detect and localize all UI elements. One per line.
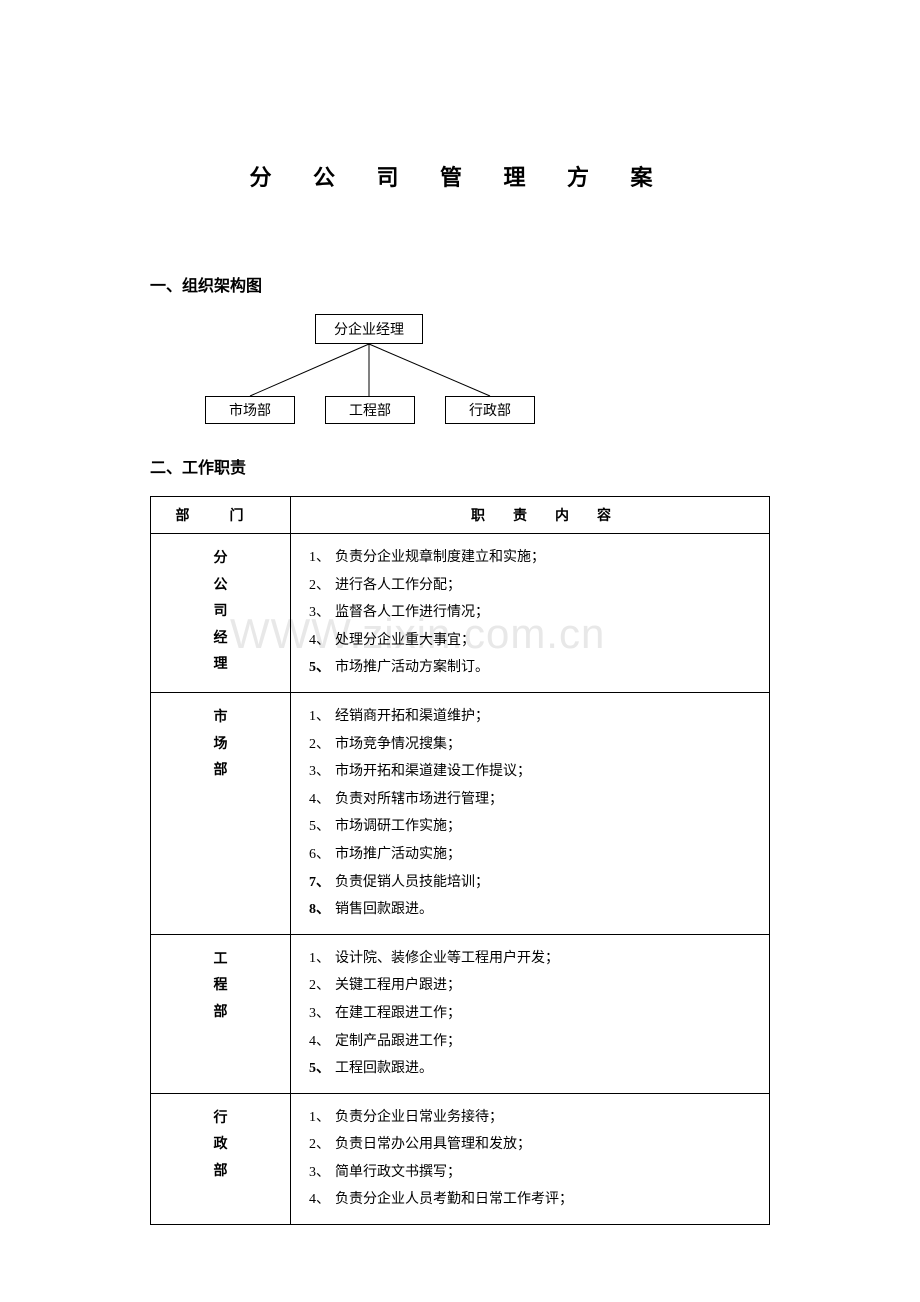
item-number: 1、 <box>309 1108 335 1128</box>
dept-char: 工 <box>214 947 228 974</box>
item-text: 经销商开拓和渠道维护； <box>335 709 489 724</box>
list-item: 2、市场竞争情况搜集； <box>297 731 763 759</box>
item-number: 4、 <box>309 1032 335 1052</box>
item-number: 5、 <box>309 658 335 678</box>
list-item: 5、市场推广活动方案制订。 <box>297 654 763 682</box>
item-number: 2、 <box>309 976 335 996</box>
item-text: 负责分企业日常业务接待； <box>335 1110 503 1125</box>
item-text: 市场推广活动实施； <box>335 847 461 862</box>
item-number: 1、 <box>309 949 335 969</box>
section2-heading: 二、工作职责 <box>150 454 770 478</box>
dept-cell: 分公司经理 <box>151 534 291 693</box>
item-number: 3、 <box>309 762 335 782</box>
list-item: 2、关键工程用户跟进； <box>297 972 763 1000</box>
list-item: 6、市场推广活动实施； <box>297 841 763 869</box>
list-item: 1、负责分企业规章制度建立和实施； <box>297 544 763 572</box>
item-number: 5、 <box>309 817 335 837</box>
section1-heading: 一、组织架构图 <box>150 272 770 296</box>
item-text: 负责对所辖市场进行管理； <box>335 792 503 807</box>
item-text: 负责分企业规章制度建立和实施； <box>335 550 545 565</box>
content-cell: 1、负责分企业日常业务接待；2、负责日常办公用具管理和发放；3、简单行政文书撰写… <box>291 1093 770 1224</box>
dept-char: 部 <box>214 1000 228 1027</box>
dept-char: 部 <box>214 1159 228 1186</box>
item-number: 1、 <box>309 707 335 727</box>
list-item: 5、工程回款跟进。 <box>297 1055 763 1083</box>
list-item: 3、简单行政文书撰写； <box>297 1159 763 1187</box>
list-item: 1、负责分企业日常业务接待； <box>297 1104 763 1132</box>
dept-cell: 市场部 <box>151 692 291 934</box>
item-number: 4、 <box>309 790 335 810</box>
dept-char: 市 <box>214 705 228 732</box>
org-node-manager: 分企业经理 <box>315 314 423 344</box>
list-item: 3、监督各人工作进行情况； <box>297 599 763 627</box>
list-item: 5、市场调研工作实施； <box>297 813 763 841</box>
table-header-content: 职责内容 <box>291 497 770 534</box>
list-item: 3、在建工程跟进工作； <box>297 1000 763 1028</box>
dept-char: 分 <box>214 546 228 573</box>
item-number: 4、 <box>309 631 335 651</box>
item-number: 2、 <box>309 1135 335 1155</box>
item-text: 负责分企业人员考勤和日常工作考评； <box>335 1192 573 1207</box>
item-text: 定制产品跟进工作； <box>335 1034 461 1049</box>
item-text: 设计院、装修企业等工程用户开发； <box>335 951 559 966</box>
item-text: 销售回款跟进。 <box>335 902 433 917</box>
org-node-engineering: 工程部 <box>325 396 415 424</box>
dept-char: 程 <box>214 973 228 1000</box>
dept-char: 经 <box>214 626 228 653</box>
list-item: 1、设计院、装修企业等工程用户开发； <box>297 945 763 973</box>
dept-char: 公 <box>214 573 228 600</box>
item-number: 8、 <box>309 900 335 920</box>
dept-char: 理 <box>214 652 228 679</box>
item-number: 7、 <box>309 873 335 893</box>
item-number: 2、 <box>309 576 335 596</box>
list-item: 2、进行各人工作分配； <box>297 572 763 600</box>
item-text: 监督各人工作进行情况； <box>335 605 489 620</box>
item-text: 负责日常办公用具管理和发放； <box>335 1137 531 1152</box>
item-number: 5、 <box>309 1059 335 1079</box>
item-text: 关键工程用户跟进； <box>335 978 461 993</box>
dept-char: 行 <box>214 1106 228 1133</box>
list-item: 2、负责日常办公用具管理和发放； <box>297 1131 763 1159</box>
dept-char: 部 <box>214 758 228 785</box>
item-number: 4、 <box>309 1190 335 1210</box>
item-text: 市场推广活动方案制订。 <box>335 660 489 675</box>
dept-cell: 行政部 <box>151 1093 291 1224</box>
item-number: 1、 <box>309 548 335 568</box>
list-item: 4、定制产品跟进工作； <box>297 1028 763 1056</box>
page-title: 分 公 司 管 理 方 案 <box>150 160 770 192</box>
list-item: 1、经销商开拓和渠道维护； <box>297 703 763 731</box>
item-text: 市场调研工作实施； <box>335 819 461 834</box>
dept-char: 政 <box>214 1132 228 1159</box>
content-cell: 1、负责分企业规章制度建立和实施；2、进行各人工作分配；3、监督各人工作进行情况… <box>291 534 770 693</box>
list-item: 4、负责分企业人员考勤和日常工作考评； <box>297 1186 763 1214</box>
item-number: 3、 <box>309 1004 335 1024</box>
dept-char: 场 <box>214 732 228 759</box>
item-number: 6、 <box>309 845 335 865</box>
dept-cell: 工程部 <box>151 934 291 1093</box>
responsibility-table: 部门 职责内容 分公司经理1、负责分企业规章制度建立和实施；2、进行各人工作分配… <box>150 496 770 1225</box>
org-node-admin: 行政部 <box>445 396 535 424</box>
dept-char: 司 <box>214 599 228 626</box>
item-number: 2、 <box>309 735 335 755</box>
org-chart: 分企业经理 市场部 工程部 行政部 <box>200 314 580 424</box>
item-text: 在建工程跟进工作； <box>335 1006 461 1021</box>
table-header-dept: 部门 <box>151 497 291 534</box>
item-text: 处理分企业重大事宜； <box>335 633 475 648</box>
item-text: 进行各人工作分配； <box>335 578 461 593</box>
list-item: 3、市场开拓和渠道建设工作提议； <box>297 758 763 786</box>
org-node-market: 市场部 <box>205 396 295 424</box>
content-cell: 1、经销商开拓和渠道维护；2、市场竞争情况搜集；3、市场开拓和渠道建设工作提议；… <box>291 692 770 934</box>
item-number: 3、 <box>309 1163 335 1183</box>
list-item: 8、销售回款跟进。 <box>297 896 763 924</box>
item-text: 市场开拓和渠道建设工作提议； <box>335 764 531 779</box>
item-text: 负责促销人员技能培训； <box>335 875 489 890</box>
list-item: 4、负责对所辖市场进行管理； <box>297 786 763 814</box>
list-item: 4、处理分企业重大事宜； <box>297 627 763 655</box>
list-item: 7、负责促销人员技能培训； <box>297 869 763 897</box>
item-text: 简单行政文书撰写； <box>335 1165 461 1180</box>
item-number: 3、 <box>309 603 335 623</box>
content-cell: 1、设计院、装修企业等工程用户开发；2、关键工程用户跟进；3、在建工程跟进工作；… <box>291 934 770 1093</box>
item-text: 工程回款跟进。 <box>335 1061 433 1076</box>
item-text: 市场竞争情况搜集； <box>335 737 461 752</box>
